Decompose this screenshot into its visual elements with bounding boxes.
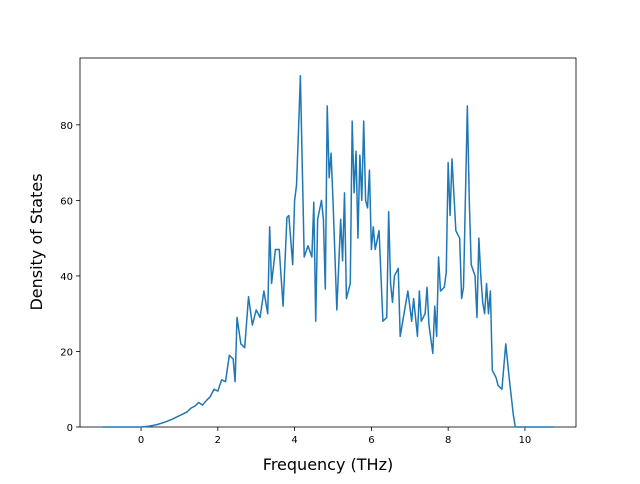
x-axis-label: Frequency (THz) (263, 455, 393, 474)
y-tick-label: 20 (60, 347, 73, 358)
x-tick-label: 0 (138, 435, 144, 446)
x-tick-label: 8 (445, 435, 451, 446)
y-tick-label: 60 (60, 196, 73, 207)
y-tick-label: 0 (67, 423, 73, 434)
plot-frame (79, 57, 577, 428)
x-tick-label: 2 (215, 435, 221, 446)
y-tick-label: 40 (60, 272, 73, 283)
x-tick-label: 6 (368, 435, 374, 446)
line-series (102, 75, 554, 428)
x-tick-label: 10 (519, 435, 532, 446)
y-axis-label: Density of States (27, 173, 46, 310)
y-tick-label: 80 (60, 121, 73, 132)
x-tick-label: 4 (291, 435, 297, 446)
